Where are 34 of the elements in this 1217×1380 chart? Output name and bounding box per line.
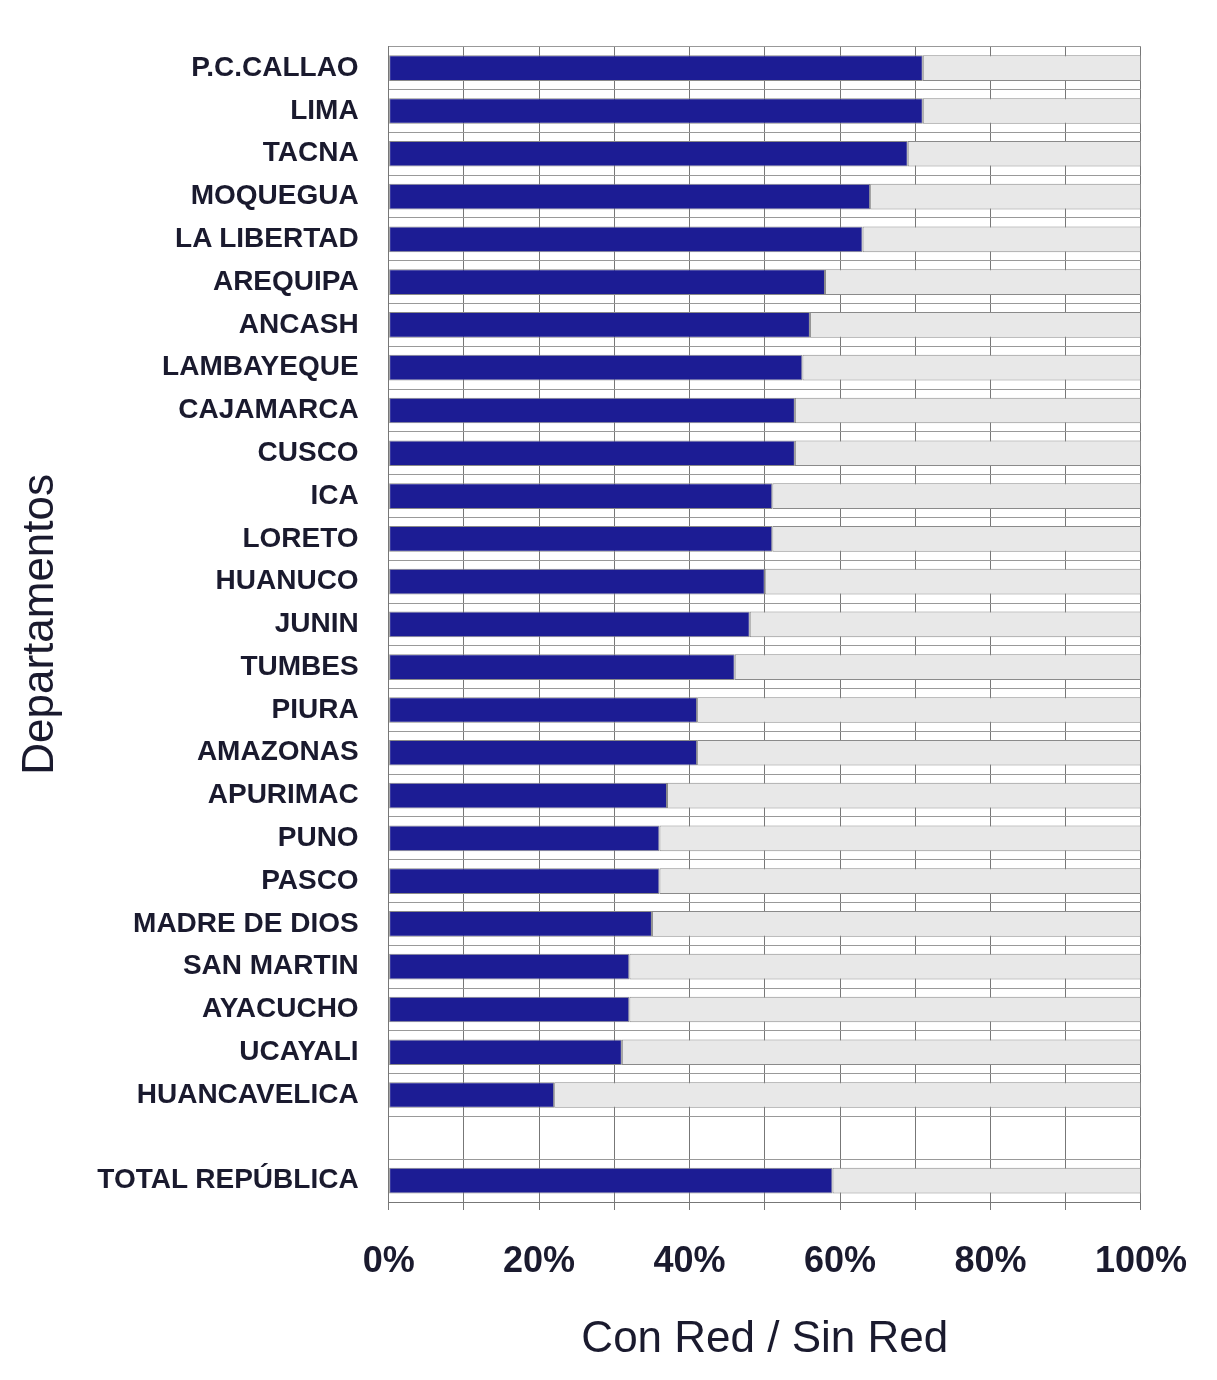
y-tick-label: APURIMAC: [207, 778, 359, 810]
y-tick-label: AMAZONAS: [196, 735, 359, 767]
y-tick-label: HUANUCO: [215, 564, 359, 596]
y-tick-label: CUSCO: [257, 435, 359, 467]
y-tick-label: CAJAMARCA: [178, 393, 359, 425]
y-tick-label: PIURA: [271, 692, 359, 724]
y-tick-label: TOTAL REPÚBLICA: [97, 1163, 359, 1195]
y-tick-label: AYACUCHO: [202, 992, 359, 1024]
x-tick-label: 40%: [653, 1238, 726, 1280]
x-tick-label: 80%: [954, 1238, 1027, 1280]
y-tick-label: ANCASH: [238, 307, 359, 339]
y-tick-label: TUMBES: [240, 649, 359, 681]
x-tick-label: 60%: [804, 1238, 877, 1280]
y-tick-label: PUNO: [277, 821, 359, 853]
y-tick-label: SAN MARTIN: [182, 949, 359, 981]
y-tick-label: P.C.CALLAO: [191, 50, 359, 82]
y-tick-label: LIMA: [290, 93, 359, 125]
y-tick-label: MADRE DE DIOS: [133, 906, 359, 938]
y-tick-label: PASCO: [261, 863, 359, 895]
x-axis-title: Con Red / Sin Red: [581, 1311, 949, 1361]
x-tick-label: 20%: [503, 1238, 576, 1280]
x-tick-label: 0%: [362, 1238, 415, 1280]
y-tick-label: TACNA: [262, 136, 359, 168]
y-tick-label: AREQUIPA: [212, 264, 359, 296]
y-axis-title: Departamentos: [12, 473, 62, 775]
y-tick-label: UCAYALI: [239, 1034, 359, 1066]
y-tick-label: LA LIBERTAD: [175, 222, 359, 254]
y-tick-label: JUNIN: [274, 607, 359, 639]
y-tick-label: MOQUEGUA: [190, 179, 359, 211]
x-tick-label: 100%: [1094, 1238, 1187, 1280]
y-tick-label: ICA: [310, 478, 359, 510]
y-tick-label: LORETO: [242, 521, 359, 553]
y-tick-label: LAMBAYEQUE: [162, 350, 359, 382]
y-tick-label: HUANCAVELICA: [136, 1077, 359, 1109]
